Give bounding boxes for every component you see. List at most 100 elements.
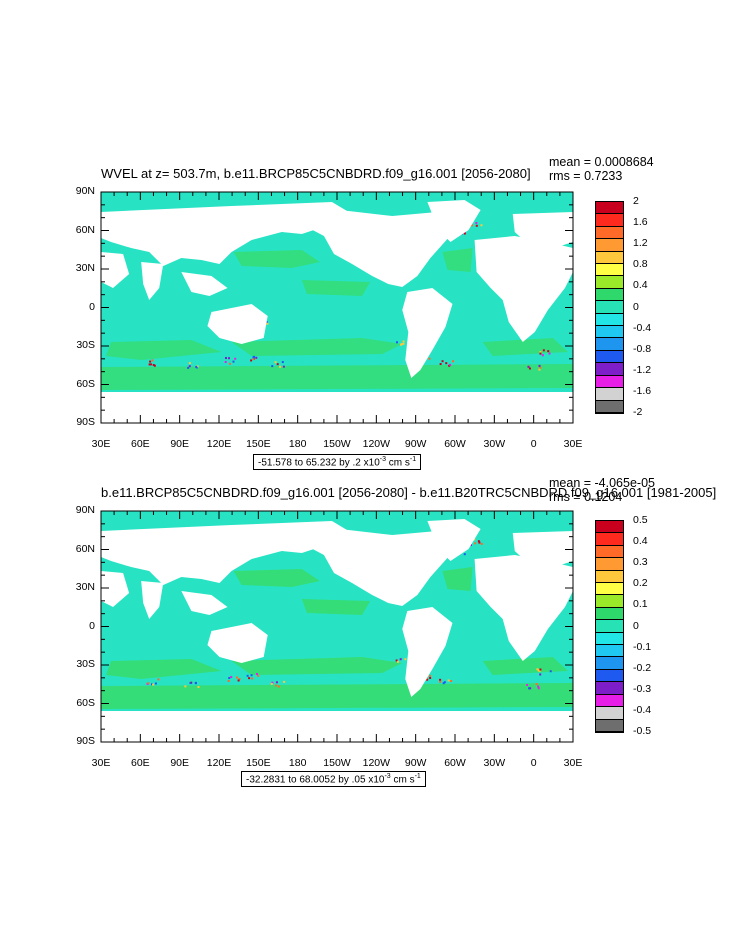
- coastal-speckle: [429, 674, 432, 677]
- colorbar-label: -2: [633, 406, 643, 418]
- longitude-label: 180: [288, 757, 307, 769]
- latitude-label: 60S: [76, 696, 95, 709]
- coastal-speckle: [277, 685, 280, 688]
- colorbar-label: 0.8: [633, 258, 648, 271]
- coastal-speckle: [399, 658, 402, 661]
- coastal-speckle: [463, 232, 466, 235]
- coastal-speckle: [275, 684, 278, 687]
- colorbar-swatch: [596, 214, 623, 227]
- coastal-speckle: [152, 363, 155, 366]
- coastal-speckle: [282, 365, 285, 368]
- colorbar-label: -0.3: [633, 682, 652, 695]
- colorbar-swatch: [596, 719, 623, 732]
- coastal-speckle: [471, 224, 474, 227]
- coastal-speckle: [539, 366, 542, 369]
- colorbar-label: 0.4: [633, 279, 648, 292]
- longitude-label: 150E: [246, 757, 271, 769]
- coastal-speckle: [194, 682, 197, 685]
- colorbar-swatch: [596, 570, 623, 584]
- coastal-speckle: [251, 677, 254, 680]
- coastal-speckle: [428, 357, 431, 360]
- coastal-speckle: [256, 673, 259, 676]
- coastal-speckle: [271, 365, 274, 368]
- colorbar-swatch: [596, 363, 623, 376]
- coastal-speckle: [152, 683, 155, 686]
- coastal-speckle: [429, 676, 432, 679]
- positive-velocity-region: [482, 657, 568, 675]
- coastal-speckle: [396, 660, 399, 663]
- coastal-speckle: [227, 679, 230, 682]
- colorbar-label: -0.4: [633, 703, 652, 716]
- coastal-speckle: [197, 685, 200, 688]
- colorbar-swatch: [596, 239, 623, 252]
- colorbar-label: 0: [633, 300, 639, 313]
- colorbar-swatch: [596, 202, 623, 215]
- latitude-label: 30S: [76, 339, 95, 351]
- coastal-speckle: [275, 681, 278, 684]
- coastal-speckle: [527, 365, 530, 368]
- colorbar-swatch: [596, 545, 623, 559]
- colorbar-swatch: [596, 521, 623, 534]
- coastal-speckle: [265, 321, 268, 324]
- map-plot: [100, 510, 574, 743]
- coastal-speckle: [541, 354, 544, 357]
- longitude-label: 60E: [130, 438, 150, 450]
- longitude-label: 30W: [483, 438, 506, 450]
- coastal-speckle: [528, 687, 531, 690]
- longitude-label: 60E: [130, 757, 150, 769]
- positive-velocity-region: [231, 657, 403, 675]
- latitude-label: 60N: [75, 542, 95, 555]
- coastal-speckle: [442, 682, 445, 685]
- latitude-label: 0: [89, 619, 95, 632]
- panel2-range-exponent: -3: [384, 773, 391, 780]
- panel1-colorbar: [595, 201, 624, 414]
- coastal-speckle: [253, 355, 256, 358]
- longitude-label: 90W: [404, 757, 427, 769]
- positive-velocity-region: [233, 250, 320, 268]
- coastal-speckle: [270, 682, 273, 685]
- longitude-label: 150E: [246, 438, 271, 450]
- positive-velocity-region: [106, 659, 222, 679]
- colorbar-label: 0.2: [633, 577, 648, 590]
- panel2-contour-range: -32.2831 to 68.0052 by .05 x10-3 cm s-1: [241, 771, 426, 788]
- land-mask: [101, 202, 353, 266]
- colorbar-swatch: [596, 657, 623, 670]
- longitude-label: 120W: [362, 757, 391, 769]
- positive-velocity-region: [442, 248, 473, 272]
- coastal-speckle: [279, 365, 282, 368]
- coastal-speckle: [188, 365, 191, 368]
- coastal-speckle: [188, 362, 191, 365]
- coastal-speckle: [395, 341, 398, 344]
- coastal-speckle: [147, 682, 150, 685]
- positive-velocity-region: [101, 683, 573, 709]
- coastal-speckle: [445, 362, 448, 365]
- colorbar-swatch: [596, 595, 623, 608]
- panel2-rms: rms = 0.1204: [549, 490, 623, 504]
- land-mask: [207, 304, 268, 344]
- coastal-speckle: [448, 364, 451, 367]
- panel2-title: b.e11.BRCP85C5CNBDRD.f09_g16.001 [2056-2…: [101, 485, 717, 500]
- panel1-rms: rms = 0.7233: [549, 169, 623, 183]
- coastal-speckle: [537, 685, 540, 688]
- coastal-speckle: [252, 358, 255, 361]
- coastal-speckle: [230, 676, 233, 679]
- coastal-speckle: [529, 687, 532, 690]
- colorbar-swatch: [596, 669, 623, 683]
- colorbar-swatch: [596, 276, 623, 289]
- panel1-range-text: -51.578 to 65.232 by .2 x10: [258, 457, 380, 469]
- longitude-label: 30W: [483, 757, 506, 769]
- coastal-speckle: [537, 687, 540, 690]
- longitude-label: 30E: [563, 438, 583, 450]
- longitude-label: 30E: [563, 757, 583, 769]
- coastal-speckle: [542, 349, 545, 352]
- colorbar-swatch: [596, 264, 623, 277]
- panel2-range-unit-exponent: -1: [414, 773, 421, 780]
- land-mask: [207, 623, 268, 663]
- longitude-label: 0: [530, 438, 537, 450]
- land-mask: [474, 236, 573, 342]
- panel1-range-unit: cm s: [386, 457, 410, 469]
- coastal-speckle: [400, 343, 403, 346]
- coastal-speckle: [474, 542, 477, 545]
- coastal-speckle: [196, 365, 199, 368]
- colorbar-swatch: [596, 288, 623, 302]
